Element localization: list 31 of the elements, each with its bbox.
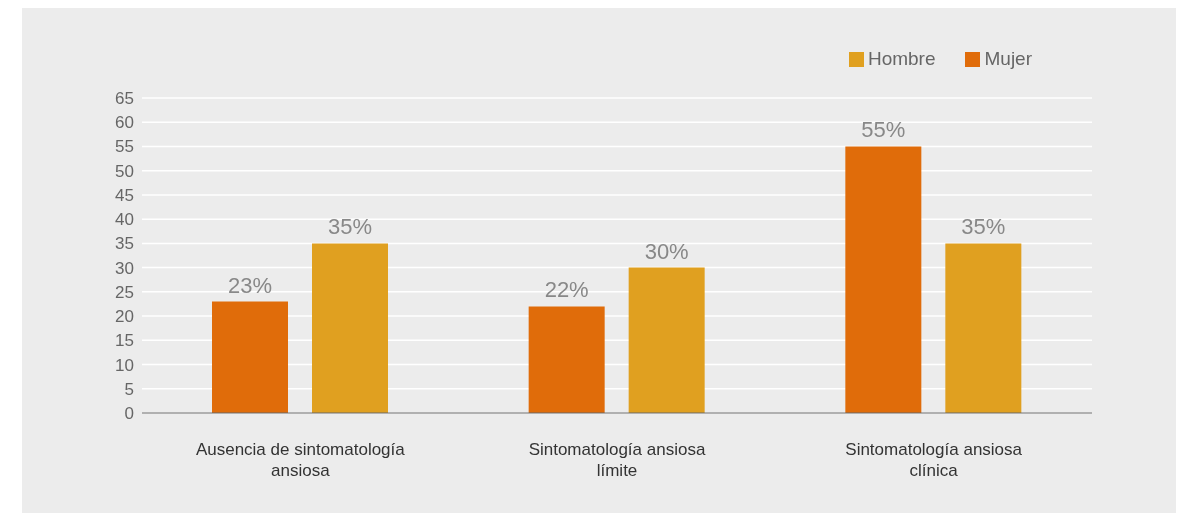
data-label: 55% [861, 117, 906, 143]
y-tick-label: 65 [115, 89, 134, 109]
legend-label: Mujer [984, 48, 1032, 69]
data-label: 35% [961, 214, 1006, 240]
y-tick-label: 55 [115, 137, 134, 157]
y-tick-label: 25 [115, 282, 134, 302]
bar [312, 243, 388, 413]
y-tick-label: 30 [115, 258, 134, 278]
data-label: 23% [227, 272, 273, 298]
y-tick-label: 10 [115, 355, 134, 375]
x-tick-label: Ausencia de sintomatología ansiosa [195, 440, 406, 480]
x-tick-label: Sintomatología ansiosa clínica [845, 440, 1023, 480]
y-tick-label: 50 [115, 161, 134, 181]
y-tick-label: 15 [115, 331, 134, 351]
legend-label: Hombre [867, 48, 936, 69]
data-label: 22% [544, 277, 589, 303]
y-tick-label: 0 [124, 404, 134, 424]
y-tick-label: 60 [115, 113, 134, 133]
y-tick-label: 40 [115, 210, 134, 230]
bar [628, 267, 705, 413]
y-tick-label: 20 [115, 307, 134, 327]
bar [945, 243, 1022, 413]
bar [528, 306, 605, 413]
data-label: 30% [644, 238, 689, 264]
data-label: 35% [327, 214, 373, 240]
y-tick-label: 45 [115, 185, 134, 205]
bar [845, 146, 922, 413]
x-tick-label: Sintomatología ansiosa límite [528, 440, 706, 480]
y-tick-label: 35 [115, 234, 134, 254]
bar [212, 301, 288, 413]
y-tick-label: 5 [124, 379, 134, 399]
